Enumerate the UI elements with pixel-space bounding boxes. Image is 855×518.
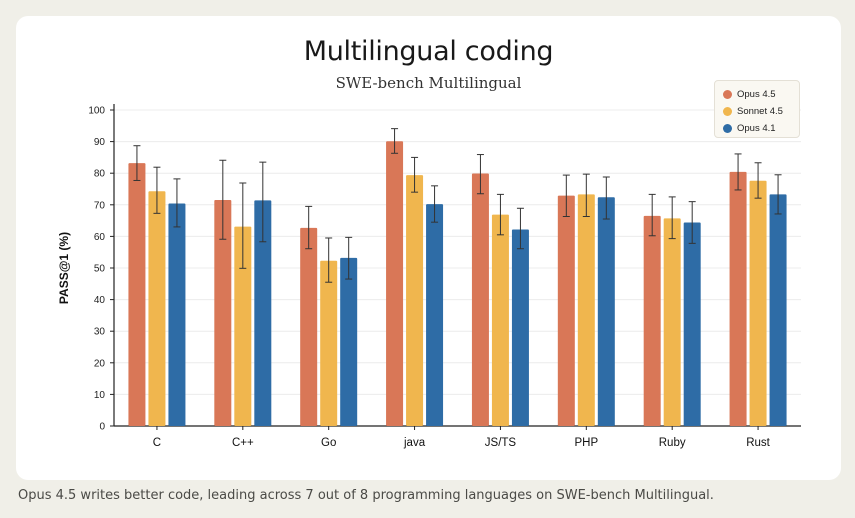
y-tick-label: 80 <box>94 169 106 180</box>
bar-opus-4-5-go <box>300 227 318 426</box>
y-tick-label: 70 <box>94 200 106 211</box>
bar-opus-4-1-go <box>340 257 358 426</box>
x-tick-label-rust: Rust <box>746 437 770 449</box>
bar-sonnet-4-5-js-ts <box>491 214 509 426</box>
legend-swatch-sonnet-4-5 <box>723 107 732 116</box>
legend-label-sonnet-4-5: Sonnet 4.5 <box>737 106 783 117</box>
y-tick-label: 20 <box>94 358 106 369</box>
legend-label-opus-4-1: Opus 4.1 <box>737 123 776 134</box>
bar-opus-4-1-c <box>254 200 272 426</box>
chart-title: Multilingual coding <box>303 36 554 67</box>
y-tick-label: 50 <box>94 264 106 275</box>
bar-opus-4-5-ruby <box>643 215 661 426</box>
bar-sonnet-4-5-java <box>406 175 424 426</box>
y-tick-label: 10 <box>94 390 106 401</box>
bar-sonnet-4-5-go <box>320 260 338 426</box>
bar-sonnet-4-5-ruby <box>663 218 681 426</box>
bar-opus-4-1-java <box>426 204 444 426</box>
bar-chart: 0 10 20 30 40 50 60 70 80 90 100 PASS@1 (%) C C++ Go ja… <box>57 104 801 449</box>
bar-opus-4-1-ruby <box>683 222 701 426</box>
legend: Opus 4.5 Sonnet 4.5 Opus 4.1 <box>714 80 800 138</box>
bar-opus-4-5-js-ts <box>471 173 489 426</box>
y-tick-label: 60 <box>94 232 106 243</box>
x-tick-label-go: Go <box>321 437 336 449</box>
x-tick-label-ruby: Ruby <box>659 437 686 449</box>
bar-opus-4-5-c <box>214 200 232 426</box>
legend-swatch-opus-4-1 <box>723 124 732 133</box>
chart-card: Multilingual coding SWE-bench Multilingu… <box>16 16 841 480</box>
x-tick-label-java: java <box>403 437 426 449</box>
bar-sonnet-4-5-c <box>148 191 166 426</box>
chart-subtitle: SWE-bench Multilingual <box>335 74 522 92</box>
bar-opus-4-1-js-ts <box>511 229 529 426</box>
bar-opus-4-1-php <box>597 197 615 426</box>
caption: Opus 4.5 writes better code, leading acr… <box>18 488 714 503</box>
x-tick-label-c: C++ <box>232 437 254 449</box>
legend-label-opus-4-5: Opus 4.5 <box>737 89 776 100</box>
bar-opus-4-5-c <box>128 163 146 426</box>
y-tick-label: 100 <box>88 106 105 117</box>
x-tick-label-php: PHP <box>574 437 598 449</box>
bar-sonnet-4-5-rust <box>749 180 767 426</box>
bar-sonnet-4-5-c <box>234 226 252 426</box>
bar-opus-4-5-rust <box>729 171 747 426</box>
legend-swatch-opus-4-5 <box>723 90 732 99</box>
bar-sonnet-4-5-php <box>577 194 595 426</box>
y-tick-label: 0 <box>99 422 105 433</box>
bar-opus-4-1-c <box>168 203 186 426</box>
legend-item-opus-4-5: Opus 4.5 <box>723 86 799 103</box>
bar-opus-4-1-rust <box>769 194 787 426</box>
y-tick-label: 40 <box>94 295 106 306</box>
x-tick-label-c: C <box>153 437 161 449</box>
legend-item-opus-4-1: Opus 4.1 <box>723 120 799 137</box>
bar-opus-4-5-php <box>557 195 575 426</box>
legend-item-sonnet-4-5: Sonnet 4.5 <box>723 103 799 120</box>
y-axis-label: PASS@1 (%) <box>57 232 71 304</box>
bar-opus-4-5-java <box>386 141 404 426</box>
y-tick-label: 30 <box>94 327 106 338</box>
x-tick-label-js-ts: JS/TS <box>485 437 517 449</box>
y-tick-label: 90 <box>94 137 106 148</box>
